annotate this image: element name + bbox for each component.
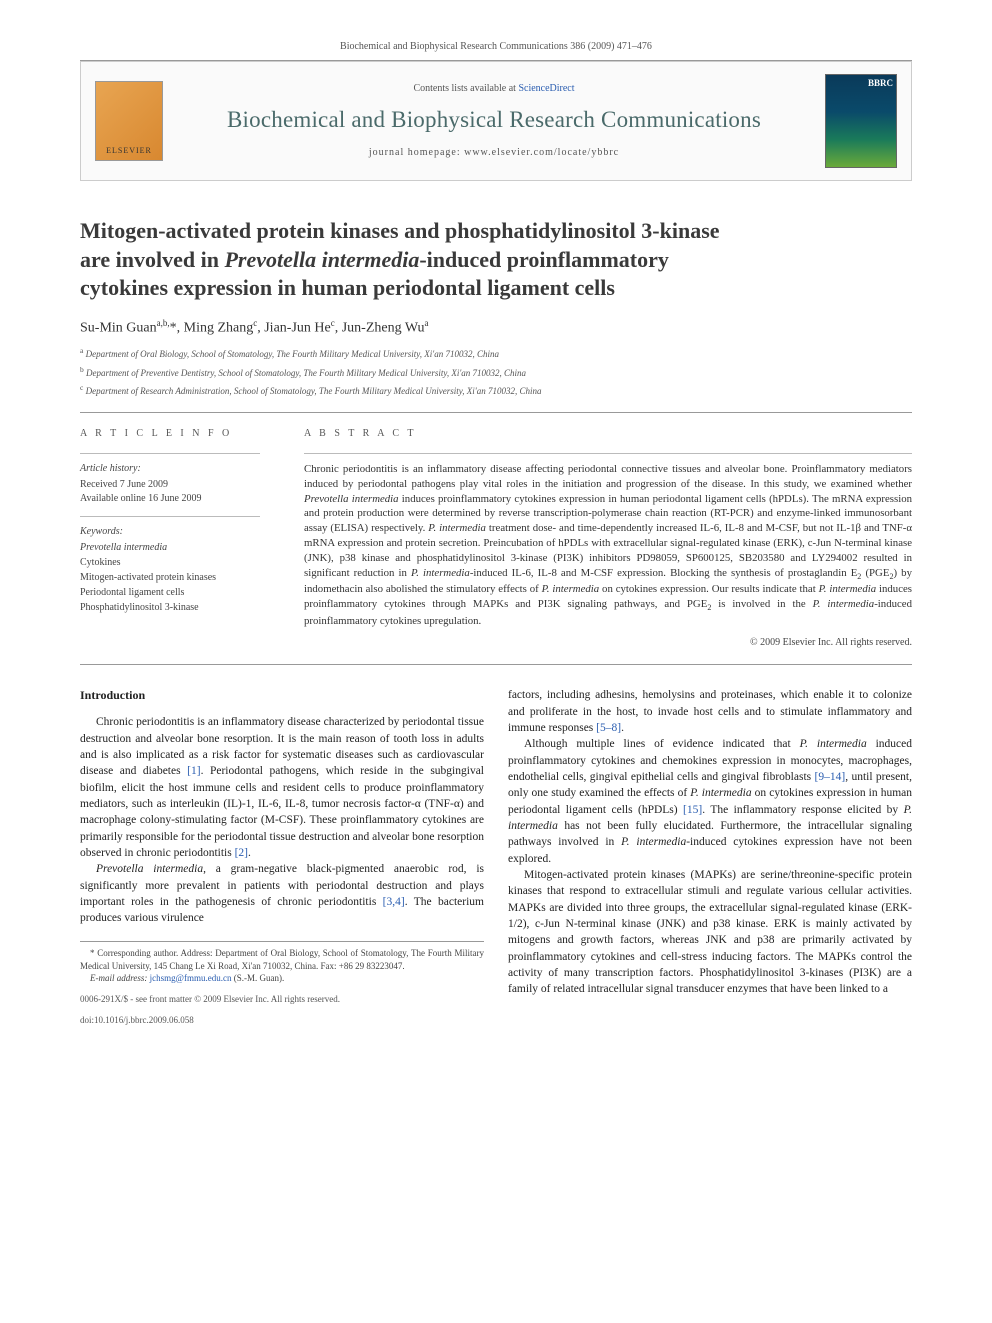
affiliation-c: c Department of Research Administration,… <box>80 383 912 398</box>
sciencedirect-link[interactable]: ScienceDirect <box>518 83 574 94</box>
history-label: Article history: <box>80 462 280 476</box>
email-label: E-mail address: <box>90 973 150 983</box>
article-title: Mitogen-activated protein kinases and ph… <box>80 217 912 303</box>
issn-line: 0006-291X/$ - see front matter © 2009 El… <box>80 993 484 1006</box>
keyword-item: Mitogen-activated protein kinases <box>80 571 280 585</box>
body-columns: Introduction Chronic periodontitis is an… <box>80 687 912 1026</box>
keyword-item: Prevotella intermedia <box>80 541 280 555</box>
footnote-block: * Corresponding author. Address: Departm… <box>80 941 484 985</box>
banner-center: Contents lists available at ScienceDirec… <box>163 82 825 160</box>
ref-link: [15] <box>683 804 702 816</box>
journal-cover-thumb: BBRC <box>825 74 897 168</box>
affiliation-b: b Department of Preventive Dentistry, Sc… <box>80 365 912 380</box>
homepage-prefix: journal homepage: <box>369 147 464 158</box>
keyword-item: Phosphatidylinositol 3-kinase <box>80 601 280 615</box>
affiliation-a: a Department of Oral Biology, School of … <box>80 346 912 361</box>
keyword-item: Cytokines <box>80 556 280 570</box>
homepage-url: www.elsevier.com/locate/ybbrc <box>464 147 619 158</box>
abstract-heading: A B S T R A C T <box>304 427 912 441</box>
info-abstract-row: A R T I C L E I N F O Article history: R… <box>80 427 912 651</box>
abstract-text: Chronic periodontitis is an inflammatory… <box>304 462 912 629</box>
info-divider-1 <box>80 453 260 454</box>
title-line3: cytokines expression in human periodonta… <box>80 275 615 300</box>
abstract-copyright: © 2009 Elsevier Inc. All rights reserved… <box>304 636 912 650</box>
intro-heading: Introduction <box>80 687 484 704</box>
ref-link: [5–8] <box>596 722 621 734</box>
article-info-col: A R T I C L E I N F O Article history: R… <box>80 427 280 651</box>
elsevier-logo: ELSEVIER <box>95 81 163 161</box>
history-text: Received 7 June 2009 Available online 16… <box>80 478 280 506</box>
title-line2-italic: Prevotella intermedia <box>224 247 419 272</box>
body-col-left: Introduction Chronic periodontitis is an… <box>80 687 484 1026</box>
divider-bottom <box>80 664 912 665</box>
received-date: Received 7 June 2009 <box>80 479 168 490</box>
journal-banner: ELSEVIER Contents lists available at Sci… <box>80 61 912 181</box>
intro-p1: Chronic periodontitis is an inflammatory… <box>80 714 484 861</box>
contents-line: Contents lists available at ScienceDirec… <box>163 82 825 96</box>
header-citation: Biochemical and Biophysical Research Com… <box>80 40 912 61</box>
abstract-divider <box>304 453 912 454</box>
divider-top <box>80 412 912 413</box>
authors-line: Su-Min Guana,b,*, Ming Zhangc, Jian-Jun … <box>80 317 912 338</box>
keywords-list: Prevotella intermedia Cytokines Mitogen-… <box>80 541 280 615</box>
cover-label: BBRC <box>868 77 893 90</box>
title-line2-pre: are involved in <box>80 247 224 272</box>
contents-prefix: Contents lists available at <box>413 83 518 94</box>
intro-p5: Mitogen-activated protein kinases (MAPKs… <box>508 867 912 998</box>
ref-link: [9–14] <box>815 771 846 783</box>
available-date: Available online 16 June 2009 <box>80 493 201 504</box>
ref-link: [3,4] <box>383 896 405 908</box>
keyword-item: Periodontal ligament cells <box>80 586 280 600</box>
ref-link: [2] <box>235 847 248 859</box>
email-suffix: (S.-M. Guan). <box>231 973 284 983</box>
info-divider-2 <box>80 516 260 517</box>
ref-link: [1] <box>187 765 200 777</box>
intro-p3: factors, including adhesins, hemolysins … <box>508 687 912 736</box>
email-footnote: E-mail address: jchsmg@fmmu.edu.cn (S.-M… <box>80 972 484 985</box>
body-col-right: factors, including adhesins, hemolysins … <box>508 687 912 1026</box>
elsevier-logo-text: ELSEVIER <box>106 145 152 156</box>
article-info-heading: A R T I C L E I N F O <box>80 427 280 441</box>
abstract-col: A B S T R A C T Chronic periodontitis is… <box>304 427 912 651</box>
intro-p4: Although multiple lines of evidence indi… <box>508 736 912 867</box>
homepage-line: journal homepage: www.elsevier.com/locat… <box>163 146 825 160</box>
journal-name: Biochemical and Biophysical Research Com… <box>163 104 825 136</box>
corresponding-footnote: * Corresponding author. Address: Departm… <box>80 947 484 973</box>
intro-p2: Prevotella intermedia, a gram-negative b… <box>80 861 484 926</box>
doi-line: doi:10.1016/j.bbrc.2009.06.058 <box>80 1014 484 1027</box>
title-line2-post: -induced proinflammatory <box>419 247 669 272</box>
title-line1: Mitogen-activated protein kinases and ph… <box>80 218 720 243</box>
keywords-label: Keywords: <box>80 525 280 539</box>
page-container: Biochemical and Biophysical Research Com… <box>0 0 992 1067</box>
email-address[interactable]: jchsmg@fmmu.edu.cn <box>150 973 232 983</box>
